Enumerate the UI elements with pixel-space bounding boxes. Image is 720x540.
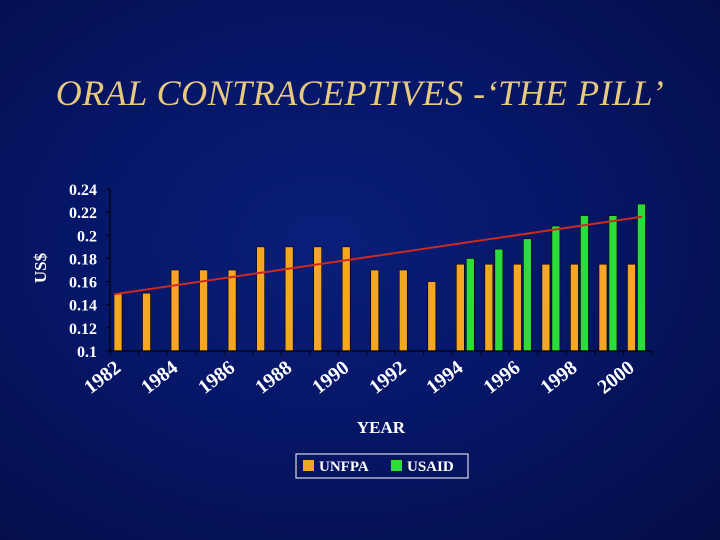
y-tick-label: 0.1 (77, 344, 97, 361)
y-tick-label: 0.22 (69, 205, 97, 222)
bar-unfpa-1987 (256, 246, 265, 352)
y-tick-label: 0.24 (69, 182, 97, 199)
bar-usaid-1994 (466, 258, 475, 352)
bar-usaid-1997 (551, 225, 561, 352)
bar-unfpa-1999 (598, 263, 608, 352)
x-tick-label: 1996 (479, 357, 524, 399)
bar-unfpa-1993 (427, 281, 437, 352)
bar-unfpa-1983 (142, 292, 151, 352)
legend-box (295, 453, 469, 479)
x-tick-label: 2000 (593, 357, 638, 399)
bars-group (113, 203, 646, 352)
slide-title: ORAL CONTRACEPTIVES -‘THE PILL’ (55, 73, 665, 113)
legend-swatch-usaid (391, 460, 402, 471)
bar-unfpa-1998 (570, 263, 579, 352)
y-tick-label: 0.12 (69, 321, 97, 338)
bar-unfpa-1990 (341, 246, 351, 352)
y-tick-label: 0.14 (69, 298, 97, 315)
y-tick-label: 0.2 (77, 228, 97, 245)
y-axis: 0.1 0.12 0.14 0.16 0.18 0.2 0.22 0.24 (69, 182, 111, 361)
x-tick-label: 1990 (308, 357, 353, 399)
bar-unfpa-1995 (484, 263, 494, 352)
bar-usaid-2000 (637, 203, 646, 352)
x-axis-label: YEAR (357, 418, 406, 437)
bar-unfpa-1991 (370, 269, 380, 352)
trendline-group (113, 215, 643, 296)
x-tick-label: 1992 (365, 357, 410, 399)
x-tick-label: 1984 (137, 357, 182, 399)
bar-unfpa-1996 (513, 263, 522, 352)
bar-unfpa-1989 (313, 246, 322, 352)
bar-usaid-1999 (608, 215, 618, 352)
bar-unfpa-2000 (627, 263, 636, 352)
legend-label-usaid: USAID (407, 459, 454, 475)
x-axis: 1982 1984 1986 1988 1990 1992 1994 1996 1998 2000 (80, 350, 653, 399)
bar-unfpa-1994 (456, 263, 465, 352)
y-axis-label: US$ (31, 252, 50, 283)
bar-unfpa-1997 (541, 263, 551, 352)
x-tick-label: 1986 (194, 357, 239, 399)
y-tick-label: 0.18 (69, 251, 97, 268)
x-tick-label: 1998 (536, 357, 581, 399)
legend-label-unfpa: UNFPA (319, 459, 369, 475)
bar-unfpa-1988 (284, 246, 294, 352)
bar-unfpa-1984 (170, 269, 180, 352)
bar-unfpa-1992 (398, 269, 408, 352)
x-tick-label: 1994 (422, 357, 467, 399)
legend: UNFPA USAID (295, 453, 469, 479)
y-tick-label: 0.16 (69, 275, 97, 292)
bar-unfpa-1986 (227, 269, 237, 352)
bar-unfpa-1982 (113, 292, 123, 352)
bar-usaid-1998 (580, 215, 589, 352)
x-tick-label: 1982 (80, 357, 125, 399)
trendline (113, 215, 643, 296)
x-tick-label: 1988 (251, 357, 296, 399)
bar-usaid-1996 (523, 238, 532, 352)
bar-usaid-1995 (494, 248, 504, 352)
legend-swatch-unfpa (303, 460, 314, 471)
